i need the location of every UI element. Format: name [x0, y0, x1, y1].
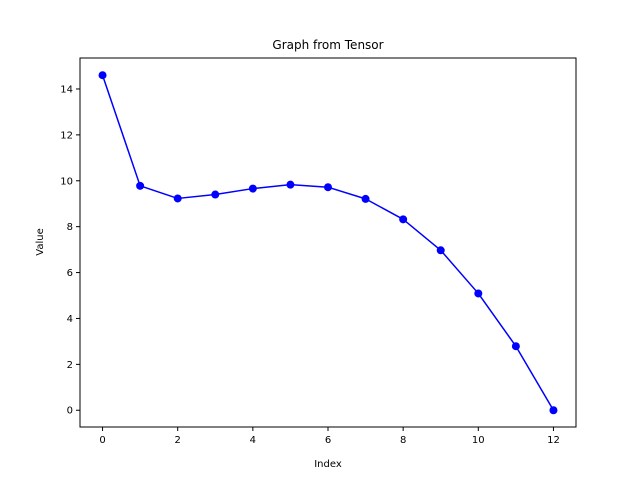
data-point	[474, 289, 483, 298]
x-tick-label: 4	[250, 435, 256, 446]
data-point	[136, 181, 145, 190]
y-tick-label: 2	[67, 360, 73, 371]
x-tick-label: 0	[99, 435, 105, 446]
data-point	[511, 342, 520, 351]
y-tick-label: 14	[60, 84, 73, 95]
x-tick-label: 8	[400, 435, 406, 446]
data-point	[286, 180, 295, 189]
y-tick-label: 0	[67, 406, 73, 417]
y-axis-label: Value	[35, 228, 46, 255]
y-tick-label: 12	[60, 130, 73, 141]
axes-frame	[79, 57, 577, 428]
x-tick-label: 10	[472, 435, 485, 446]
data-point	[211, 190, 220, 199]
data-point	[436, 246, 445, 255]
x-tick-label: 2	[175, 435, 181, 446]
y-tick-label: 10	[60, 176, 73, 187]
data-point	[399, 215, 408, 224]
data-point	[248, 184, 257, 193]
y-tick-label: 8	[67, 222, 73, 233]
data-point	[324, 183, 332, 192]
x-tick-label: 12	[547, 435, 560, 446]
data-point	[361, 194, 370, 203]
y-tick-label: 4	[67, 314, 73, 325]
data-point	[549, 406, 558, 415]
x-tick-label: 6	[325, 435, 331, 446]
y-tick-label: 6	[67, 268, 73, 279]
data-point	[173, 194, 182, 203]
chart-title: Graph from Tensor	[272, 38, 383, 52]
data-point	[98, 71, 107, 80]
x-axis-label: Index	[314, 459, 342, 470]
plot-area: 0 2 4 6 8 10 12 0 2 4 6 8 10 12 14	[60, 71, 560, 446]
